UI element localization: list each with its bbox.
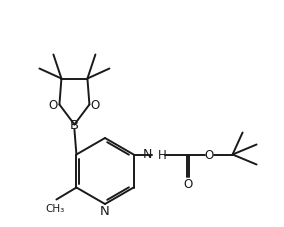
Text: O: O xyxy=(204,148,213,161)
Text: B: B xyxy=(70,118,79,131)
Text: H: H xyxy=(158,148,166,161)
Text: N: N xyxy=(143,147,153,160)
Text: CH₃: CH₃ xyxy=(46,204,65,214)
Text: N: N xyxy=(100,205,110,217)
Text: O: O xyxy=(183,177,192,190)
Text: O: O xyxy=(49,99,58,111)
Text: O: O xyxy=(91,99,100,111)
